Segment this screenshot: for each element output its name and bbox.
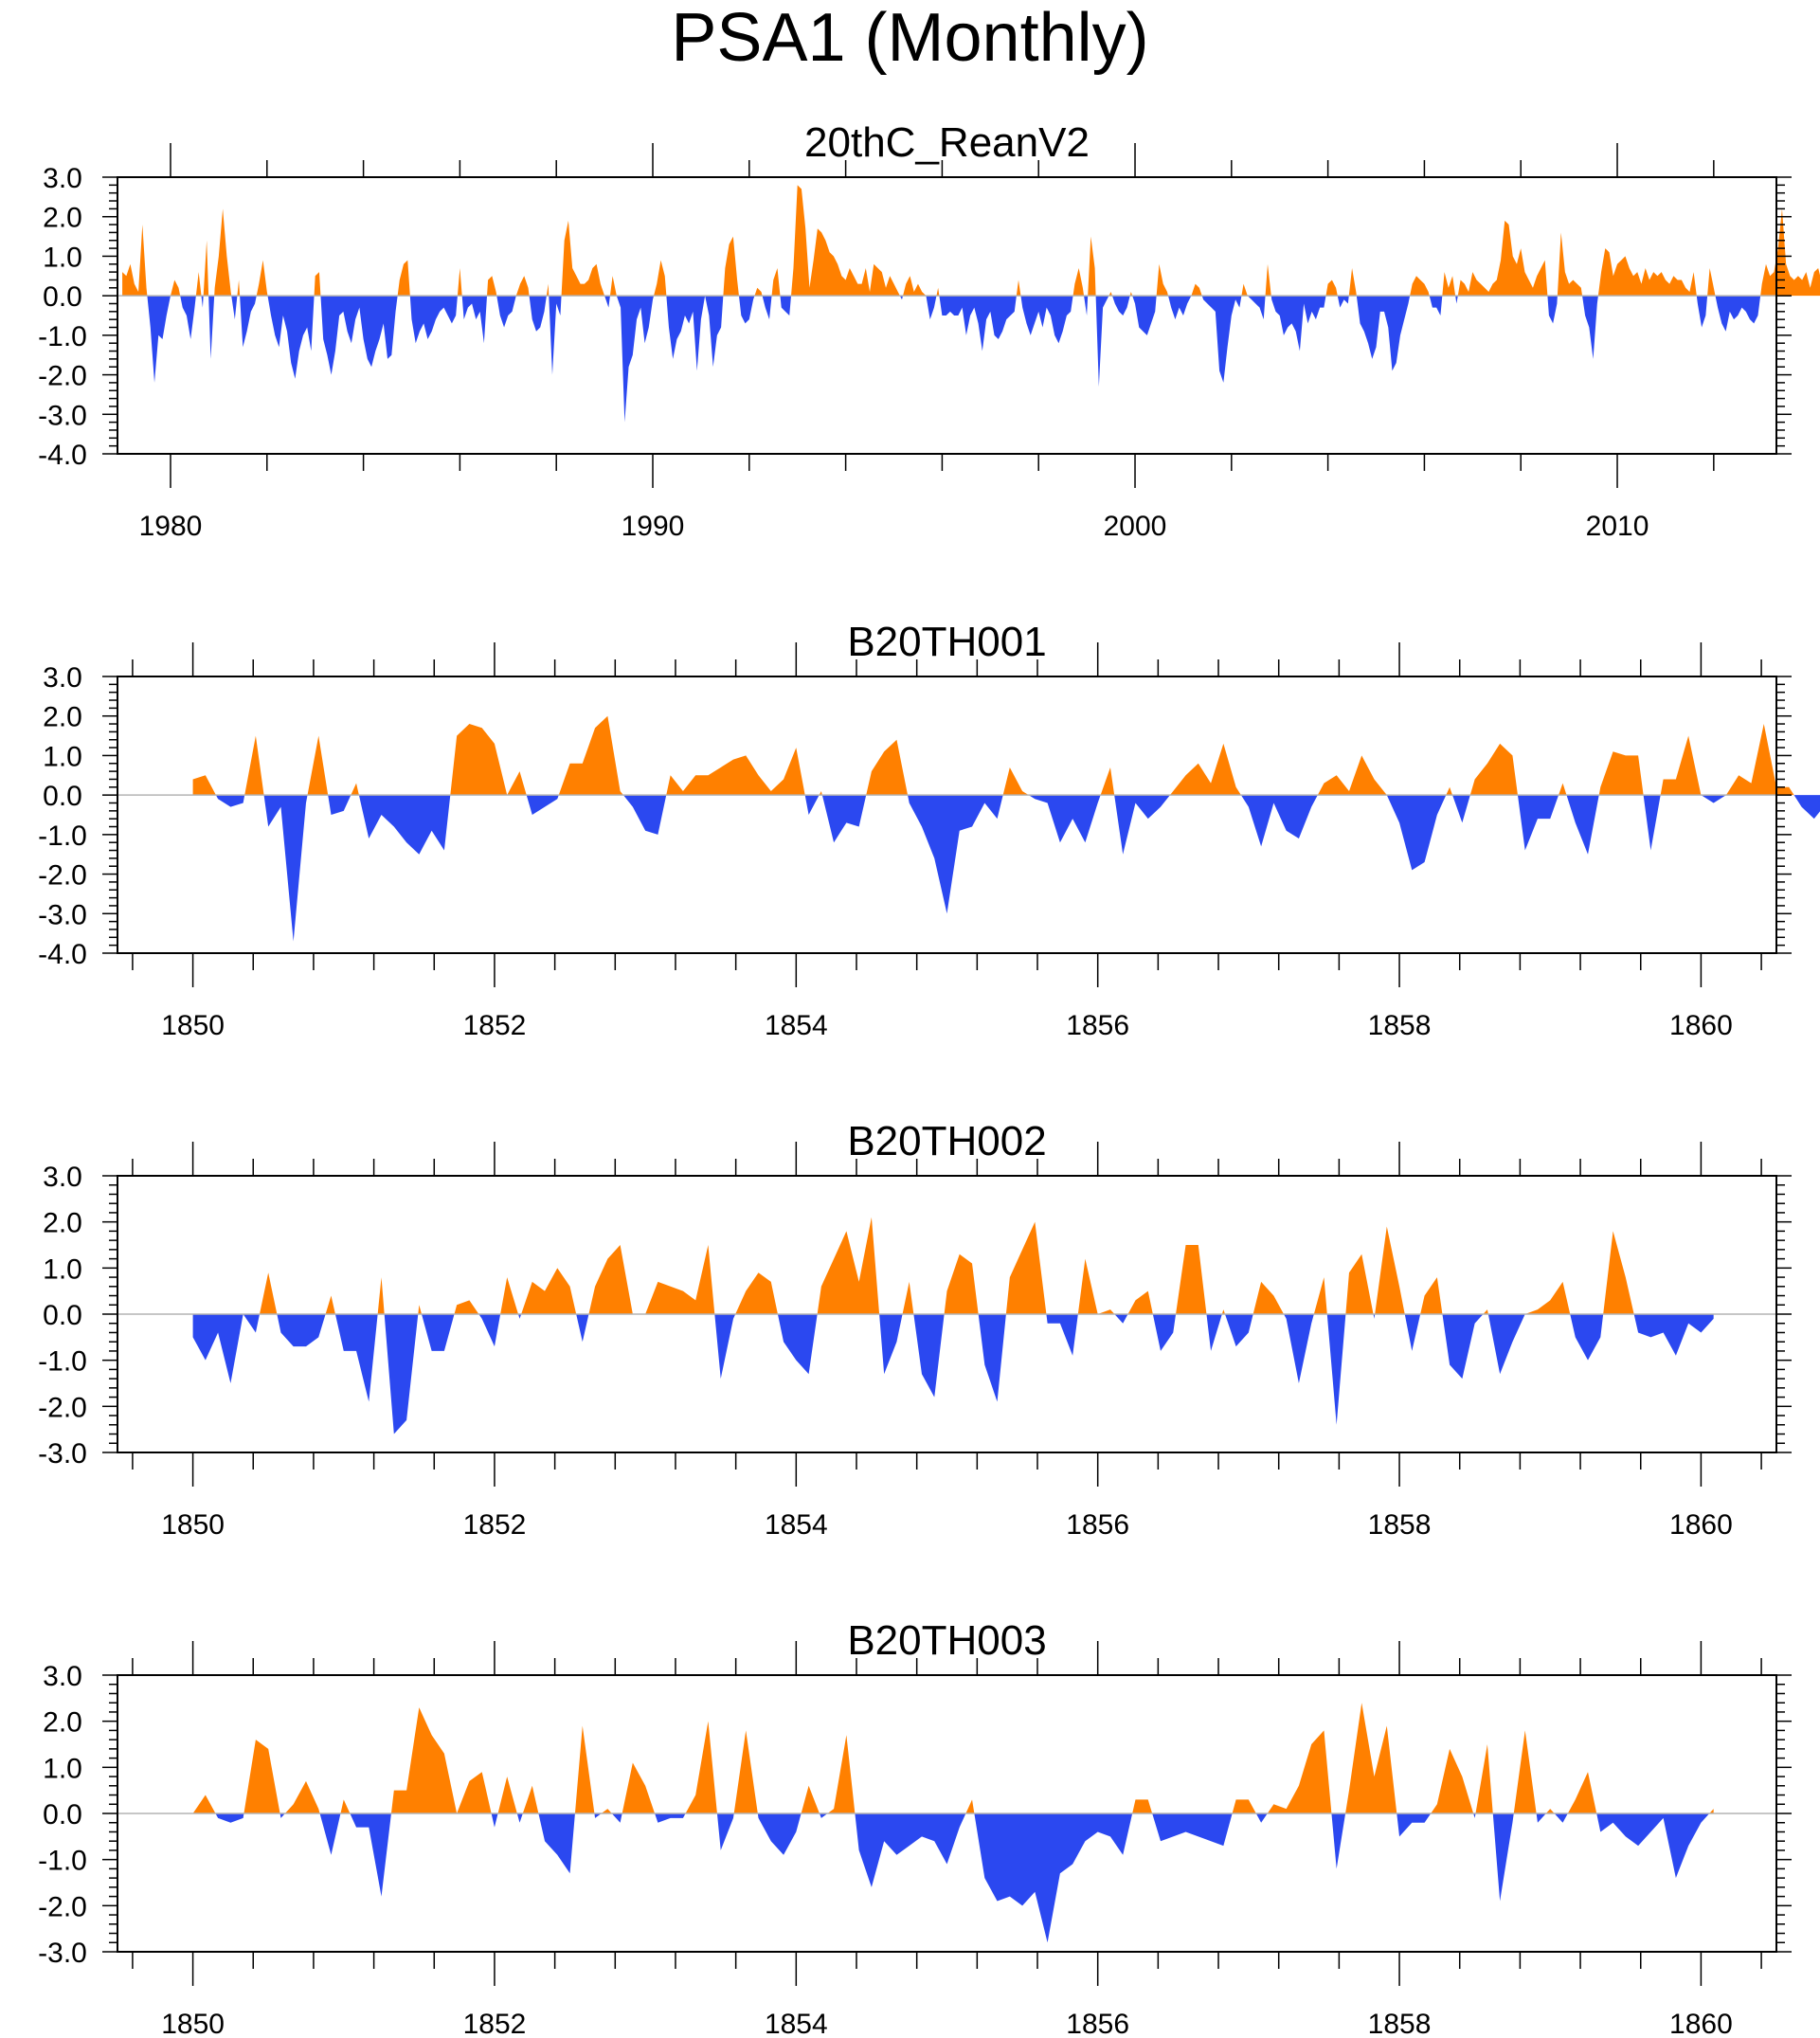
- panel-1-ytick-label: 3.0: [43, 163, 82, 194]
- panel-3-ytick-label: 2.0: [43, 1208, 82, 1239]
- panel-1-ytick-label: -3.0: [38, 400, 87, 431]
- panel-3-negative-area: [192, 1314, 1714, 1434]
- panel-2-xtick-label: 1854: [765, 1010, 828, 1041]
- panel-3-ytick-label: 1.0: [43, 1253, 82, 1285]
- panel-3-xtick-label: 1852: [463, 1509, 527, 1541]
- panel-3-xtick-label: 1850: [161, 1509, 225, 1541]
- panel-2-negative-area: [215, 795, 1820, 942]
- panel-2-ytick-label: -4.0: [38, 939, 87, 970]
- panel-2-ytick-label: 1.0: [43, 741, 82, 772]
- panel-1-ytick-label: -2.0: [38, 361, 87, 392]
- panel-4-xtick-label: 1850: [161, 2009, 225, 2038]
- panel-3-positive-area: [260, 1217, 1634, 1314]
- panel-4-ytick-label: -1.0: [38, 1846, 87, 1877]
- panel-2-frame: [117, 676, 1777, 954]
- panel-2-xtick-label: 1856: [1066, 1010, 1129, 1041]
- panel-1-ytick-label: -1.0: [38, 321, 87, 352]
- panel-3-ytick-label: -3.0: [38, 1438, 87, 1470]
- panel-1-ytick-label: 1.0: [43, 242, 82, 273]
- panel-4-ytick-label: 2.0: [43, 1707, 82, 1739]
- panel-3-xtick-label: 1854: [765, 1509, 828, 1541]
- panel-2-ytick-label: 2.0: [43, 702, 82, 733]
- panel-1-xtick-label: 2000: [1104, 511, 1167, 542]
- panel-2-xtick-label: 1852: [463, 1010, 527, 1041]
- panel-4-title: B20TH003: [847, 1617, 1046, 1664]
- figure-title: PSA1 (Monthly): [671, 0, 1149, 76]
- panel-4-xtick-label: 1856: [1066, 2009, 1129, 2038]
- panel-2-ytick-label: 3.0: [43, 662, 82, 694]
- panel-3-ytick-label: 3.0: [43, 1162, 82, 1193]
- panel-1-negative-area: [147, 296, 1761, 423]
- panel-2-xtick-label: 1850: [161, 1010, 225, 1041]
- panel-2-title: B20TH001: [847, 619, 1046, 665]
- panel-1-positive-area: [122, 185, 1820, 297]
- panel-4-positive-area: [192, 1703, 1714, 1813]
- panel-1-frame: [117, 176, 1777, 455]
- panel-2-positive-area: [192, 715, 1794, 796]
- panel-4-ytick-label: -2.0: [38, 1891, 87, 1922]
- panel-3-xtick-label: 1858: [1368, 1509, 1432, 1541]
- panel-4-xtick-label: 1854: [765, 2009, 828, 2038]
- panel-4-xtick-label: 1858: [1368, 2009, 1432, 2038]
- panel-2-ytick-label: 0.0: [43, 781, 82, 812]
- panel-1-xtick-label: 1980: [139, 511, 203, 542]
- panel-4-negative-area: [215, 1813, 1710, 1943]
- panel-2-ytick-label: -1.0: [38, 821, 87, 852]
- panel-2-ytick-label: -2.0: [38, 860, 87, 892]
- panel-2-ytick-label: -3.0: [38, 899, 87, 930]
- panel-1-xtick-label: 1990: [622, 511, 685, 542]
- panel-3-ytick-label: 0.0: [43, 1300, 82, 1331]
- panel-4-xtick-label: 1852: [463, 2009, 527, 2038]
- panel-2-xtick-label: 1858: [1368, 1010, 1432, 1041]
- panel-3-ytick-label: -1.0: [38, 1346, 87, 1378]
- panel-1-xtick-label: 2010: [1586, 511, 1649, 542]
- panel-3-xtick-label: 1856: [1066, 1509, 1129, 1541]
- panel-4-xtick-label: 1860: [1669, 2009, 1733, 2038]
- panel-2-xtick-label: 1860: [1669, 1010, 1733, 1041]
- panel-3-ytick-label: -2.0: [38, 1392, 87, 1423]
- panel-1-title: 20thC_ReanV2: [804, 119, 1090, 166]
- panel-4-ytick-label: 3.0: [43, 1661, 82, 1692]
- panel-4-ytick-label: -3.0: [38, 1938, 87, 1969]
- panel-3-xtick-label: 1860: [1669, 1509, 1733, 1541]
- panel-1-ytick-label: 0.0: [43, 281, 82, 313]
- panel-4-ytick-label: 0.0: [43, 1799, 82, 1831]
- panel-1-ytick-label: -4.0: [38, 440, 87, 471]
- panel-4-ytick-label: 1.0: [43, 1753, 82, 1784]
- panel-3-title: B20TH002: [847, 1118, 1046, 1164]
- panel-1-ytick-label: 2.0: [43, 203, 82, 234]
